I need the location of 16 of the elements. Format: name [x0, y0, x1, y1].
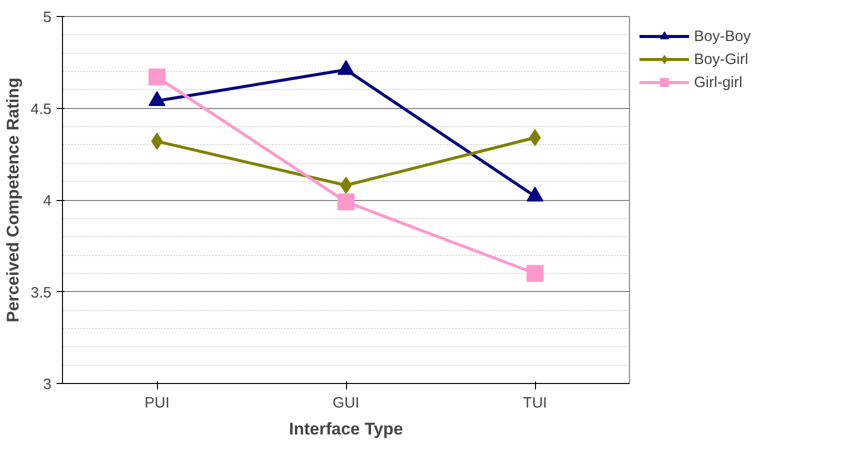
y-tick-label: 4.5 — [30, 100, 52, 118]
legend-label: Boy-Boy — [694, 28, 751, 44]
point — [338, 193, 354, 210]
legend-label: Girl-girl — [694, 74, 742, 90]
x-tick-label: TUI — [522, 394, 548, 412]
y-tick-label: 3.5 — [30, 284, 52, 302]
x-tick-label: GUI — [332, 394, 360, 412]
y-tick-label: 3 — [43, 376, 52, 393]
y-tick-label: 4 — [43, 192, 52, 210]
x-axis-title: Interface Type — [289, 420, 404, 438]
point — [148, 68, 166, 86]
y-tick-label: 5 — [43, 9, 52, 26]
legend-label: Boy-Girl — [694, 50, 748, 68]
x-tick-label: PUI — [144, 394, 170, 412]
y-axis-title: Perceived Competence Rating — [4, 78, 23, 322]
point — [526, 264, 544, 282]
